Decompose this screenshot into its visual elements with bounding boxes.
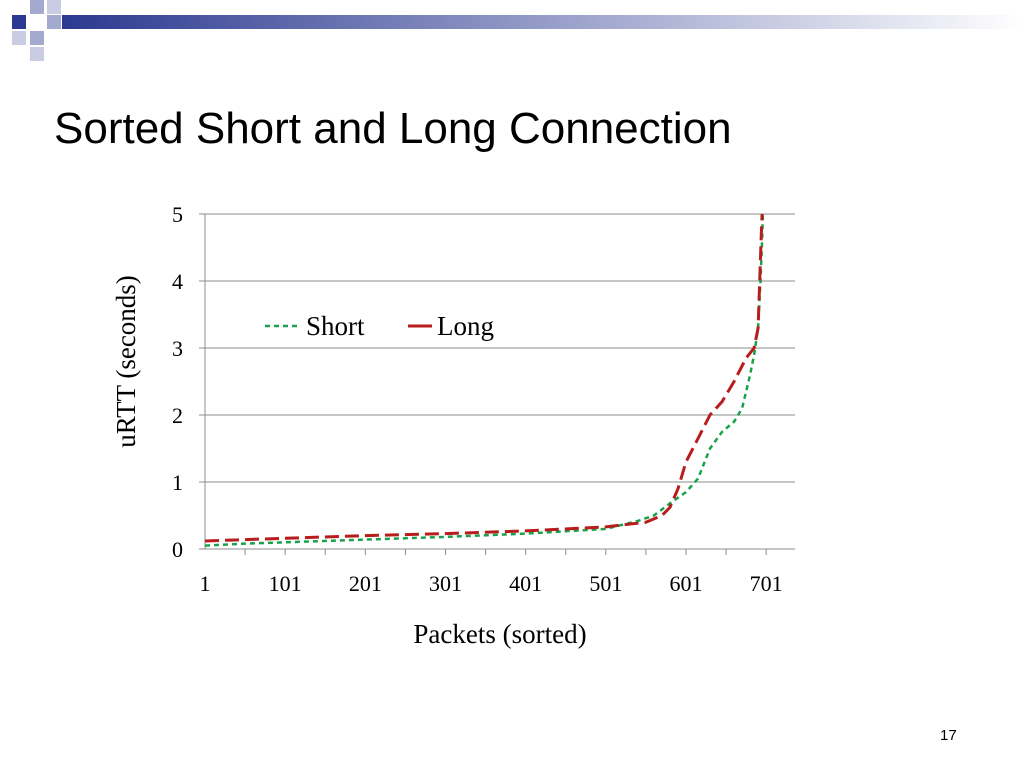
x-tick-label: 401	[509, 571, 542, 596]
y-tick-label: 1	[172, 470, 183, 495]
corner-square-light	[30, 47, 44, 61]
corner-square-light	[12, 31, 26, 45]
x-tick-label: 1	[200, 571, 211, 596]
corner-square-light	[30, 0, 44, 14]
slide-title: Sorted Short and Long Connection	[54, 104, 732, 153]
x-tick-label: 701	[750, 571, 783, 596]
x-tick-label: 601	[669, 571, 702, 596]
header-gradient-bar	[62, 15, 1024, 29]
y-tick-label: 0	[172, 537, 183, 562]
x-tick-label: 501	[589, 571, 622, 596]
x-tick-label: 201	[349, 571, 382, 596]
corner-square-light	[47, 0, 61, 14]
legend-label-short: Short	[306, 311, 365, 341]
x-axis-title: Packets (sorted)	[413, 619, 586, 649]
corner-decoration	[12, 0, 1024, 61]
series-line-long	[204, 213, 764, 543]
x-tick-label: 301	[429, 571, 462, 596]
y-tick-label: 3	[172, 336, 183, 361]
x-tick-label: 101	[269, 571, 302, 596]
y-tick-label: 4	[172, 269, 183, 294]
corner-square-dark	[12, 15, 26, 29]
y-tick-label: 2	[172, 403, 183, 428]
y-axis-title: uRTT (seconds)	[111, 275, 141, 448]
corner-square-light	[47, 15, 61, 29]
y-tick-label: 5	[172, 202, 183, 227]
legend-label-long: Long	[437, 311, 494, 341]
series-line-short	[204, 213, 765, 547]
corner-square-light	[30, 31, 44, 45]
page-number: 17	[940, 727, 957, 744]
